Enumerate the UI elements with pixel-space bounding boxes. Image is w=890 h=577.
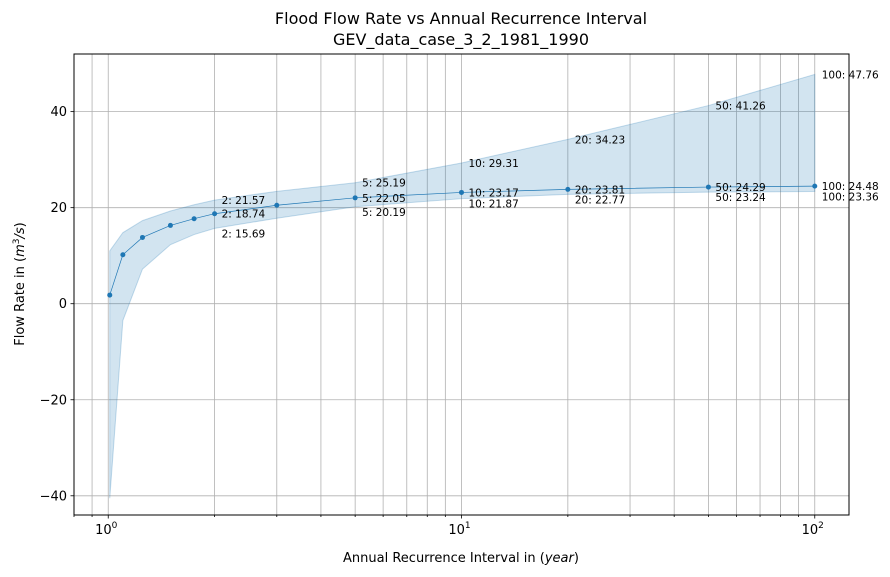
data-point xyxy=(565,186,571,192)
series-line-layer xyxy=(107,183,818,298)
mid-value-label: 2: 18.74 xyxy=(222,209,266,221)
data-point xyxy=(167,222,173,228)
lower-bound-label: 10: 21.87 xyxy=(469,199,519,211)
x-tick-label: 100 xyxy=(95,521,118,538)
y-tick-label: 20 xyxy=(50,201,67,216)
upper-bound-label: 100: 47.76 xyxy=(822,69,879,81)
series-line xyxy=(109,185,815,296)
mid-value-label: 5: 22.05 xyxy=(362,193,406,205)
confidence-band-layer xyxy=(109,73,816,499)
data-point xyxy=(812,183,818,189)
upper-bound-label: 2: 21.57 xyxy=(222,195,266,207)
lower-bound-label: 2: 15.69 xyxy=(222,228,266,240)
annotation-layer: 2: 18.74 5: 22.05 10: 23.17 20: 23.81 50: 24… xyxy=(222,69,879,240)
data-point xyxy=(120,252,126,258)
x-tick-label: 102 xyxy=(802,521,824,538)
chart-title-line2: GEV_data_case_3_2_1981_1990 xyxy=(333,30,589,50)
lower-bound-label: 20: 22.77 xyxy=(575,194,625,206)
y-tick-label: −20 xyxy=(40,393,67,408)
mid-value-label: 20: 23.81 xyxy=(575,184,625,196)
upper-bound-label: 50: 41.26 xyxy=(715,101,766,113)
mid-value-label: 50: 24.29 xyxy=(715,182,765,194)
chart-title-line1: Flood Flow Rate vs Annual Recurrence Int… xyxy=(275,9,647,28)
data-point xyxy=(459,189,464,195)
y-axis-label: Flow Rate in (m3/s) xyxy=(12,222,28,345)
tick-layer: −40 −20 0 20 40 100 101 102 xyxy=(40,105,824,538)
data-point xyxy=(139,234,145,240)
upper-bound-label: 5: 25.19 xyxy=(362,178,406,190)
y-tick-label: 0 xyxy=(59,297,67,312)
data-point xyxy=(705,184,711,190)
mid-value-label: 10: 23.17 xyxy=(469,187,519,199)
y-tick-label: 40 xyxy=(50,105,67,120)
data-point xyxy=(352,195,358,201)
mid-value-label: 100: 24.48 xyxy=(822,181,879,193)
y-tick-label: −40 xyxy=(40,489,67,504)
x-axis-label: Annual Recurrence Interval in (year) xyxy=(343,551,579,566)
data-point xyxy=(274,202,280,208)
grid-layer xyxy=(73,54,849,515)
upper-bound-label: 20: 34.23 xyxy=(575,134,625,146)
lower-bound-label: 100: 23.36 xyxy=(822,192,879,204)
data-point xyxy=(107,292,113,298)
upper-bound-label: 10: 29.31 xyxy=(469,158,519,170)
confidence-band xyxy=(109,73,816,499)
data-point xyxy=(212,211,218,217)
lower-bound-label: 5: 20.19 xyxy=(362,207,406,219)
lower-bound-label: 50: 23.24 xyxy=(715,192,766,204)
x-tick-label: 101 xyxy=(448,521,470,538)
data-point xyxy=(191,216,197,222)
